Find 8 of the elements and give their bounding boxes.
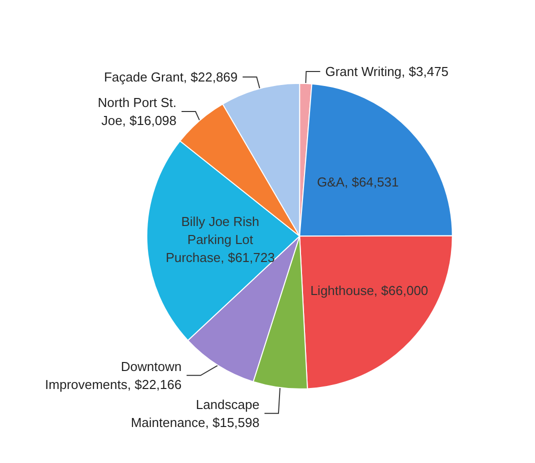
slice-label: Façade Grant, $22,869 bbox=[104, 70, 238, 85]
slice-label: Lighthouse, $66,000 bbox=[310, 283, 428, 298]
slice-label: G&A, $64,531 bbox=[317, 174, 399, 190]
slice-label: Landscape Maintenance, $15,598 bbox=[130, 396, 260, 430]
slice-label: North Port St. Joe, $16,098 bbox=[98, 94, 177, 128]
slice-label: Billy Joe Rish Parking Lot Purchase, $61,723 bbox=[166, 214, 275, 265]
slice-label: Grant Writing, $3,475 bbox=[325, 64, 449, 79]
slice-label: Downtown Improvements, $22,166 bbox=[45, 358, 182, 392]
